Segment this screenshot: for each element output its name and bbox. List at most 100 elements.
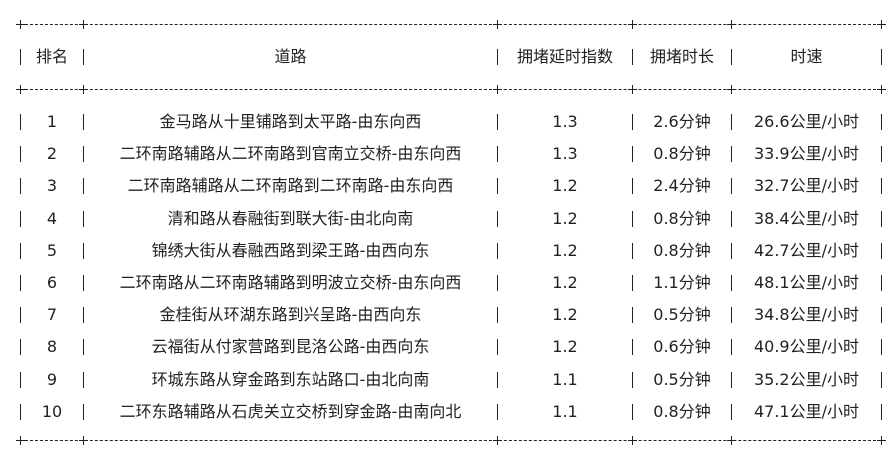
table-cell: 42.7公里/小时 [753,240,860,260]
table-border-corner [79,85,88,94]
table-cell: 二环南路辅路从二环南路到二环南路-由东向西 [127,176,454,196]
table-cell: 0.5分钟 [653,369,711,389]
column-separator [497,146,498,163]
table-border-corner [493,20,502,29]
column-separator [83,242,84,259]
column-separator [881,371,882,388]
table-cell: 8 [46,337,58,357]
table-cell: 1.3 [552,112,578,131]
column-separator [20,307,21,324]
table-border-corner [79,20,88,29]
column-separator [731,403,732,420]
table-cell: 5 [46,240,58,260]
column-separator [20,275,21,291]
table-border-corner [877,85,886,94]
column-separator [20,114,21,130]
table-cell: 38.4公里/小时 [753,208,860,228]
table-cell: 1.1 [552,369,578,389]
table-cell: 2.4分钟 [653,176,711,196]
column-separator [881,114,882,130]
column-separator [497,178,498,195]
column-separator [881,146,882,163]
column-separator [632,49,633,65]
column-separator [20,403,21,420]
column-separator [731,307,732,324]
table-border-corner [16,20,25,29]
column-separator [731,242,732,259]
column-separator [497,403,498,420]
column-separator [20,371,21,388]
table-cell: 金马路从十里铺路到太平路-由东向西 [159,112,422,131]
column-separator [83,178,84,195]
table-border-corner [16,436,25,445]
table-border-corner [727,436,736,445]
header-cell: 排名 [35,47,68,66]
column-separator [83,371,84,388]
table-cell: 云福街从付家营路到昆洛公路-由西向东 [151,337,430,357]
column-separator [632,275,633,291]
column-separator [632,403,633,420]
table-border-corner [493,85,502,94]
table-border-corner [727,20,736,29]
column-separator [497,371,498,388]
table-border-corner [79,436,88,445]
column-separator [497,275,498,291]
header-cell: 拥堵延时指数 [516,47,613,66]
column-separator [881,242,882,259]
table-border-corner [877,436,886,445]
table-border-corner [727,85,736,94]
column-separator [731,178,732,195]
table-cell: 1.2 [552,337,578,357]
table-cell: 金桂街从环湖东路到兴呈路-由西向东 [159,305,422,325]
table-cell: 1.2 [552,240,578,260]
table-cell: 1.2 [552,305,578,325]
table-cell: 1.1分钟 [653,273,711,292]
table-cell: 0.6分钟 [653,337,711,357]
column-separator [83,403,84,420]
table-cell: 二环东路辅路从石虎关立交桥到穿金路-由南向北 [119,401,462,421]
table-cell: 0.8分钟 [653,208,711,228]
column-separator [497,114,498,130]
column-separator [632,114,633,130]
column-separator [632,242,633,259]
table-cell: 1.2 [552,208,578,228]
header-cell: 拥堵时长 [649,47,714,66]
column-separator [632,307,633,324]
column-separator [20,146,21,163]
column-separator [731,275,732,291]
table-cell: 1 [46,112,58,131]
table-border-corner [628,436,637,445]
column-separator [731,371,732,388]
table-cell: 26.6公里/小时 [753,112,860,131]
column-separator [881,403,882,420]
column-separator [881,307,882,324]
column-separator [83,210,84,227]
table-cell: 1.3 [552,144,578,164]
table-cell: 0.8分钟 [653,240,711,260]
header-cell: 时速 [790,47,823,66]
table-cell: 2 [46,144,58,164]
table-border-line [20,440,881,441]
table-cell: 4 [46,208,58,228]
header-cell: 道路 [274,47,307,66]
column-separator [881,49,882,65]
column-separator [881,210,882,227]
column-separator [20,178,21,195]
table-cell: 40.9公里/小时 [753,337,860,357]
table-cell: 6 [46,273,58,292]
column-separator [20,49,21,65]
table-cell: 47.1公里/小时 [753,401,860,421]
column-separator [731,146,732,163]
table-cell: 3 [46,176,58,196]
column-separator [497,307,498,324]
column-separator [632,210,633,227]
table-border-corner [493,436,502,445]
column-separator [497,210,498,227]
table-border-corner [877,20,886,29]
table-cell: 0.8分钟 [653,401,711,421]
column-separator [83,146,84,163]
table-cell: 环城东路从穿金路到东站路口-由北向南 [151,369,430,389]
table-cell: 9 [46,369,58,389]
table-cell: 33.9公里/小时 [753,144,860,164]
column-separator [83,49,84,65]
